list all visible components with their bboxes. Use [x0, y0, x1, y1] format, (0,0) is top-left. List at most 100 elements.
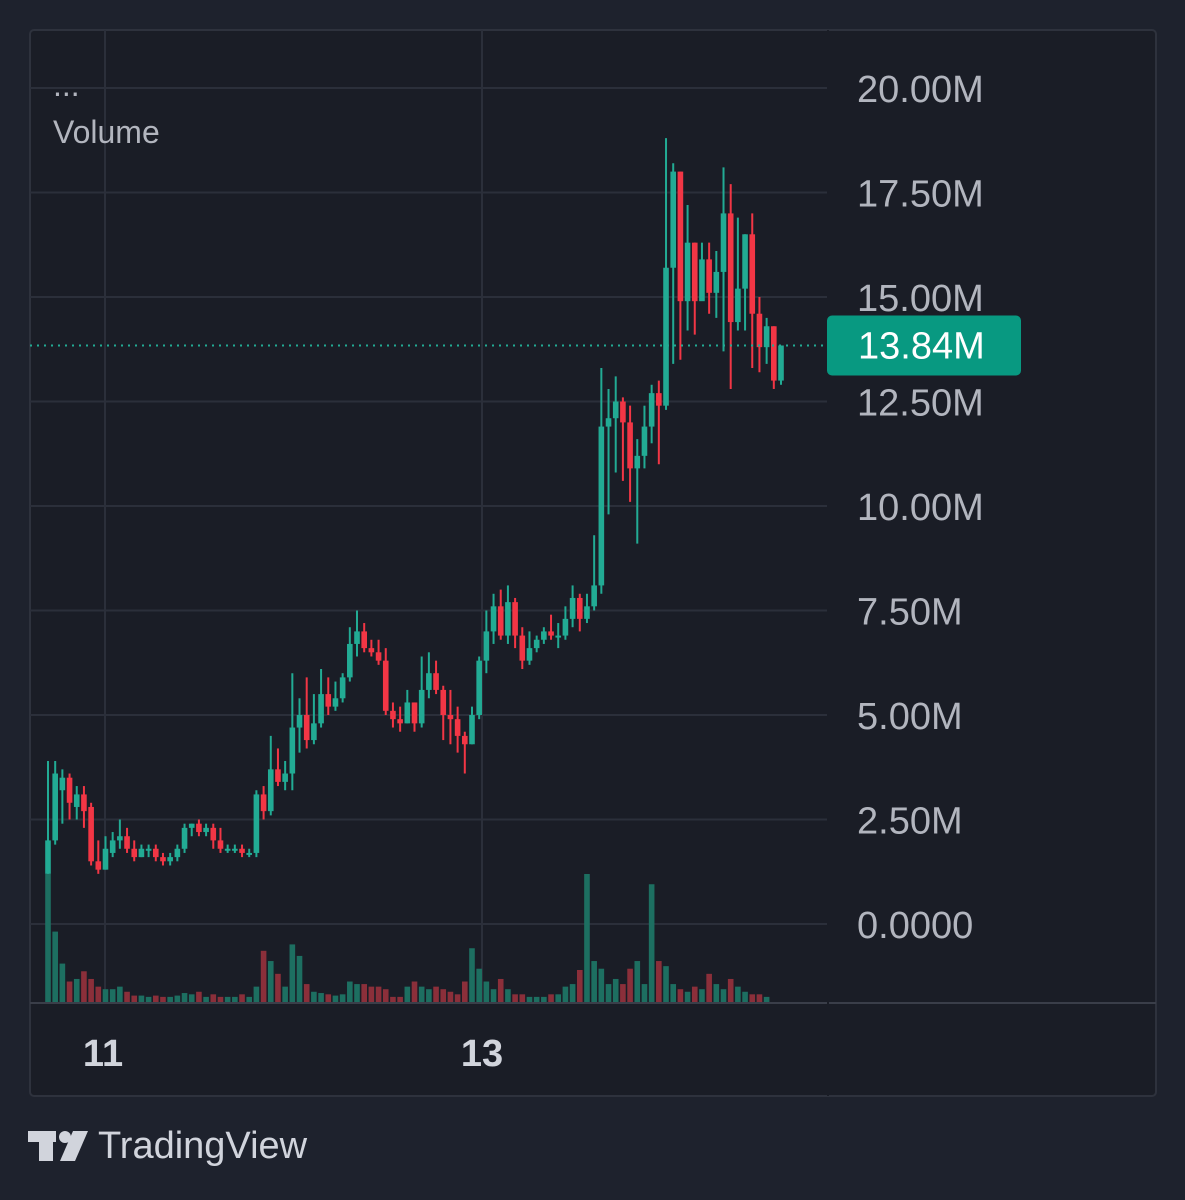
- candle-body[interactable]: [433, 673, 439, 690]
- candle-body[interactable]: [598, 426, 605, 586]
- brand-logo[interactable]: TradingView: [28, 1125, 308, 1167]
- candle-body[interactable]: [634, 455, 641, 469]
- candle-body[interactable]: [52, 773, 58, 841]
- candle-body[interactable]: [505, 602, 511, 636]
- candle-body[interactable]: [576, 597, 583, 619]
- candle-body[interactable]: [749, 234, 756, 314]
- candle-body[interactable]: [88, 806, 94, 862]
- candle-body[interactable]: [584, 606, 590, 619]
- candle-body[interactable]: [332, 698, 339, 707]
- candle-body[interactable]: [224, 848, 231, 851]
- candle-body[interactable]: [526, 648, 533, 661]
- candle-body[interactable]: [742, 234, 748, 289]
- candle-body[interactable]: [469, 715, 475, 745]
- candle-body[interactable]: [497, 606, 504, 636]
- candle-body[interactable]: [289, 727, 296, 774]
- candle-body[interactable]: [81, 794, 87, 812]
- candle-body[interactable]: [648, 393, 655, 427]
- candle-body[interactable]: [59, 777, 66, 791]
- candle-body[interactable]: [145, 848, 152, 851]
- legend[interactable]: ... Volume: [53, 67, 160, 150]
- candle-body[interactable]: [45, 840, 51, 874]
- candle-body[interactable]: [109, 840, 116, 853]
- candle-body[interactable]: [562, 618, 569, 636]
- candle-body[interactable]: [325, 694, 332, 707]
- candle-body[interactable]: [490, 606, 497, 632]
- price-axis[interactable]: 20.00M 17.50M 15.00M 12.50M 10.00M 7.50M 5.00M…: [857, 69, 984, 947]
- candle-body[interactable]: [217, 840, 224, 849]
- candle-body[interactable]: [167, 857, 173, 862]
- candle-body[interactable]: [375, 652, 382, 661]
- candle-body[interactable]: [620, 401, 626, 423]
- candle-body[interactable]: [368, 648, 375, 653]
- candle-body[interactable]: [699, 259, 705, 302]
- candle-body[interactable]: [131, 848, 138, 858]
- candle-body[interactable]: [382, 660, 389, 711]
- candle-body[interactable]: [239, 848, 245, 853]
- candle-body[interactable]: [454, 719, 461, 736]
- candle-body[interactable]: [303, 715, 310, 741]
- candle-body[interactable]: [756, 313, 763, 348]
- candle-body[interactable]: [771, 326, 777, 381]
- candle-body[interactable]: [591, 585, 597, 607]
- candle-body[interactable]: [641, 426, 648, 456]
- candle-body[interactable]: [160, 857, 166, 862]
- candle-body[interactable]: [670, 171, 677, 268]
- candle-body[interactable]: [66, 777, 73, 803]
- candle-body[interactable]: [418, 689, 425, 724]
- candle-body[interactable]: [727, 213, 734, 323]
- legend-volume-label[interactable]: Volume: [53, 114, 160, 150]
- candle-body[interactable]: [275, 769, 281, 782]
- candle-body[interactable]: [267, 769, 274, 812]
- candle-body[interactable]: [627, 422, 633, 469]
- candle-body[interactable]: [555, 635, 562, 638]
- candle-body[interactable]: [260, 794, 267, 812]
- candle-body[interactable]: [706, 259, 712, 293]
- candle-body[interactable]: [102, 848, 109, 870]
- candle-body[interactable]: [691, 242, 698, 302]
- candle-body[interactable]: [411, 702, 418, 724]
- candle-body[interactable]: [663, 267, 669, 406]
- candle-body[interactable]: [677, 171, 684, 302]
- candle-body[interactable]: [124, 836, 130, 849]
- candle-body[interactable]: [569, 597, 576, 619]
- candle-body[interactable]: [720, 213, 727, 272]
- candle-body[interactable]: [512, 602, 518, 636]
- candle-body[interactable]: [440, 689, 447, 715]
- candle-body[interactable]: [612, 401, 619, 419]
- candle-body[interactable]: [361, 631, 367, 649]
- candle-body[interactable]: [339, 677, 346, 699]
- candle-body[interactable]: [246, 852, 253, 855]
- candle-body[interactable]: [311, 723, 317, 741]
- candle-body[interactable]: [684, 242, 691, 302]
- candle-body[interactable]: [447, 715, 454, 720]
- candle-body[interactable]: [735, 288, 741, 323]
- candle-body[interactable]: [397, 719, 403, 724]
- candle-body[interactable]: [347, 643, 353, 678]
- candle-body[interactable]: [73, 794, 80, 807]
- candle-body[interactable]: [656, 393, 662, 406]
- candle-body[interactable]: [605, 418, 612, 427]
- candle-body[interactable]: [763, 326, 770, 348]
- candle-body[interactable]: [174, 848, 181, 858]
- candle-body[interactable]: [196, 823, 202, 833]
- candle-body[interactable]: [390, 710, 396, 720]
- candle-body[interactable]: [533, 639, 540, 649]
- candle-body[interactable]: [426, 673, 432, 690]
- candle-body[interactable]: [541, 631, 547, 640]
- candle-body[interactable]: [354, 631, 360, 644]
- candle-body[interactable]: [713, 271, 720, 293]
- candle-body[interactable]: [483, 631, 490, 661]
- candle-body[interactable]: [188, 823, 195, 828]
- candle-body[interactable]: [296, 715, 303, 728]
- time-axis[interactable]: 11 13: [83, 1033, 503, 1075]
- candle-body[interactable]: [462, 735, 468, 745]
- candle-body[interactable]: [404, 702, 411, 724]
- candle-body[interactable]: [519, 635, 526, 661]
- candle-body[interactable]: [117, 836, 123, 841]
- candle-body[interactable]: [318, 694, 324, 724]
- candle-body[interactable]: [181, 827, 188, 849]
- candle-body[interactable]: [778, 345, 784, 381]
- candle-body[interactable]: [232, 848, 238, 851]
- candle-body[interactable]: [210, 827, 217, 841]
